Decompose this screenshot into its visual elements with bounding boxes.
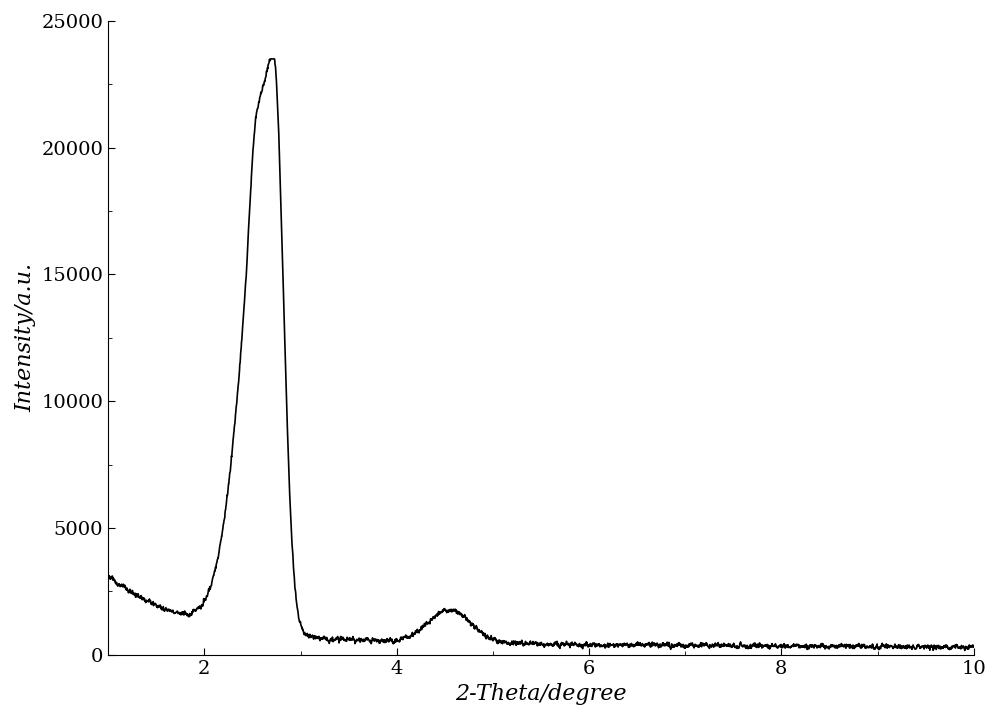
X-axis label: 2-Theta/degree: 2-Theta/degree (455, 683, 627, 705)
Y-axis label: Intensity/a.u.: Intensity/a.u. (14, 263, 36, 413)
